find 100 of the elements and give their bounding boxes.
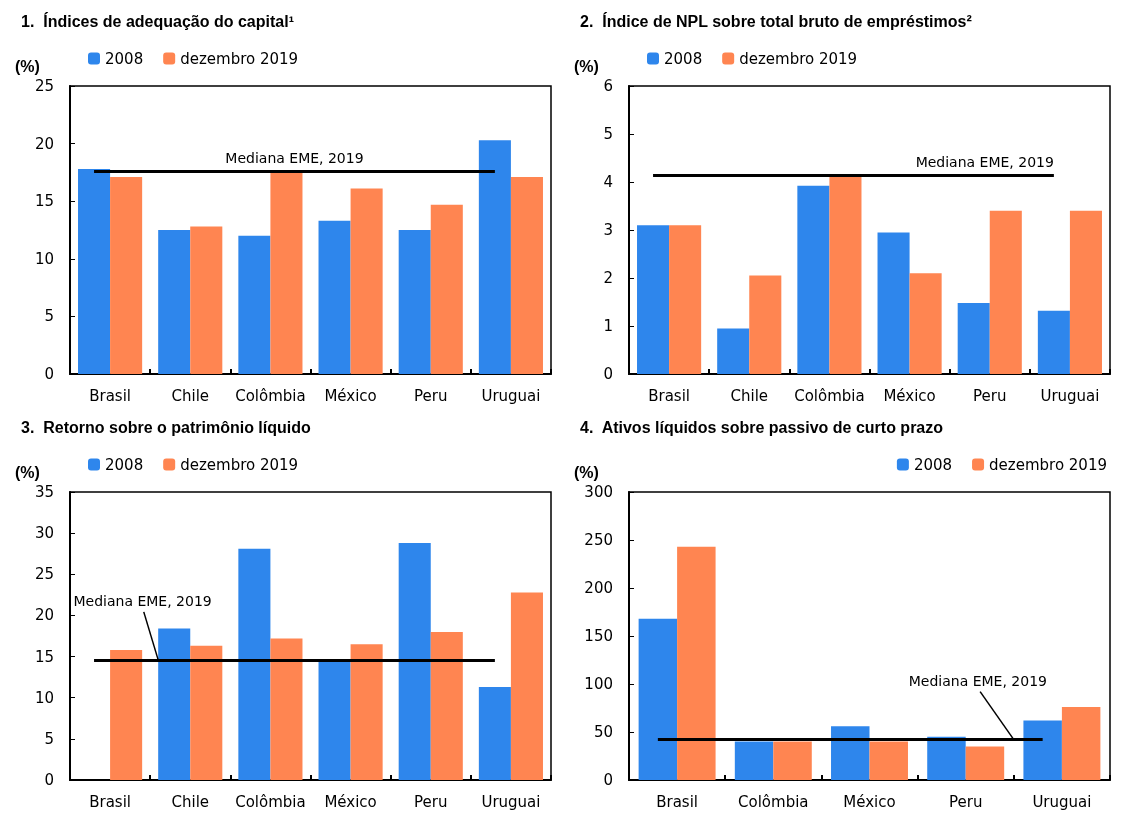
legend-label: 2008: [913, 455, 953, 474]
ref-line-label: Mediana EME, 2019: [915, 153, 1054, 170]
legend-label: 2008: [105, 49, 144, 68]
x-tick-label: Brasil: [89, 792, 131, 811]
y-axis-title: (%): [15, 57, 40, 75]
ref-line-label: Mediana EME, 2019: [73, 593, 212, 610]
y-tick-label: 25: [34, 565, 54, 584]
bar: [989, 210, 1022, 374]
y-tick-label: 3: [603, 221, 613, 239]
bar: [717, 328, 750, 374]
x-tick-label: México: [324, 792, 377, 811]
bar: [877, 232, 910, 374]
bar: [829, 174, 862, 374]
bar: [318, 220, 351, 374]
x-tick-label: Uruguai: [481, 386, 541, 405]
x-tick-label: Brasil: [648, 386, 690, 405]
bar: [927, 736, 966, 780]
bar: [238, 235, 271, 374]
bar: [398, 230, 431, 374]
ref-line-label: Mediana EME, 2019: [225, 150, 364, 167]
x-tick-label: Colômbia: [794, 386, 865, 405]
bar: [190, 645, 223, 780]
bar: [1037, 310, 1070, 374]
y-tick-label: 20: [34, 606, 54, 625]
legend-label: dezembro 2019: [739, 49, 858, 68]
bar: [773, 741, 812, 780]
x-tick-label: Uruguai: [1032, 792, 1092, 811]
legend-label: 2008: [664, 49, 703, 68]
y-tick-label: 1: [603, 317, 613, 335]
x-tick-label: Peru: [973, 386, 1007, 405]
bar: [797, 185, 830, 374]
bar: [270, 638, 303, 780]
bar: [734, 741, 774, 780]
x-tick-label: Peru: [414, 792, 448, 811]
y-tick-label: 0: [44, 771, 54, 789]
y-tick-label: 25: [34, 77, 54, 95]
y-tick-label: 15: [34, 647, 54, 666]
bar: [270, 171, 303, 374]
bar: [869, 741, 908, 780]
bar: [158, 628, 191, 780]
y-tick-label: 10: [34, 688, 54, 707]
chart-title: 3. Retorno sobre o patrimônio líquido: [21, 418, 312, 436]
bar: [749, 275, 782, 374]
x-tick-label: Peru: [414, 386, 448, 405]
y-tick-label: 4: [603, 173, 613, 191]
y-tick-label: 20: [34, 134, 54, 153]
bar: [110, 177, 143, 374]
bar: [478, 687, 511, 780]
legend-label: dezembro 2019: [180, 455, 299, 474]
bar: [430, 631, 463, 780]
x-tick-label: Chile: [171, 386, 210, 405]
x-tick-label: Chile: [730, 386, 769, 405]
chart-title: 2. Índice de NPL sobre total bruto de empréstimos²: [580, 11, 972, 30]
y-tick-label: 250: [584, 531, 613, 549]
y-axis-title: (%): [574, 57, 599, 75]
y-tick-label: 200: [584, 579, 613, 597]
bar: [510, 592, 543, 780]
x-tick-label: Uruguai: [481, 792, 541, 811]
x-tick-label: México: [324, 386, 377, 405]
bar: [478, 140, 511, 374]
y-tick-label: 5: [44, 307, 54, 326]
bar: [430, 204, 463, 374]
y-tick-label: 30: [34, 524, 54, 543]
ref-line-label: Mediana EME, 2019: [908, 673, 1047, 690]
y-axis-title: (%): [15, 463, 40, 481]
legend-label: dezembro 2019: [989, 455, 1108, 474]
legend-label: dezembro 2019: [180, 49, 299, 68]
bar: [158, 230, 191, 374]
bar: [831, 726, 870, 780]
y-tick-label: 5: [603, 125, 613, 143]
bar: [677, 546, 716, 780]
y-tick-label: 0: [44, 365, 54, 383]
x-tick-label: México: [883, 386, 936, 405]
bar: [965, 746, 1005, 780]
bar: [350, 188, 383, 374]
y-tick-label: 10: [34, 249, 54, 268]
legend-label: 2008: [105, 455, 144, 474]
bar: [190, 226, 223, 374]
bar: [398, 543, 431, 780]
bar: [510, 177, 543, 374]
x-tick-label: Chile: [171, 792, 210, 811]
bar: [318, 659, 351, 780]
x-tick-label: Peru: [948, 792, 983, 811]
y-tick-label: 50: [593, 723, 613, 741]
chart-title: 4. Ativos líquidos sobre passivo de curto prazo: [580, 418, 944, 436]
y-tick-label: 6: [603, 77, 613, 95]
y-axis-title: (%): [574, 463, 599, 481]
y-tick-label: 300: [584, 483, 613, 501]
bar: [669, 225, 702, 374]
bar: [1023, 720, 1062, 780]
y-tick-label: 15: [34, 192, 54, 211]
y-tick-label: 35: [34, 483, 54, 501]
x-tick-label: Colômbia: [738, 792, 809, 811]
bar: [909, 273, 942, 374]
bar: [350, 644, 383, 780]
bar: [638, 618, 678, 780]
x-tick-label: México: [843, 792, 896, 811]
y-tick-label: 100: [584, 675, 613, 693]
bar: [110, 649, 143, 780]
x-tick-label: Brasil: [89, 386, 131, 405]
